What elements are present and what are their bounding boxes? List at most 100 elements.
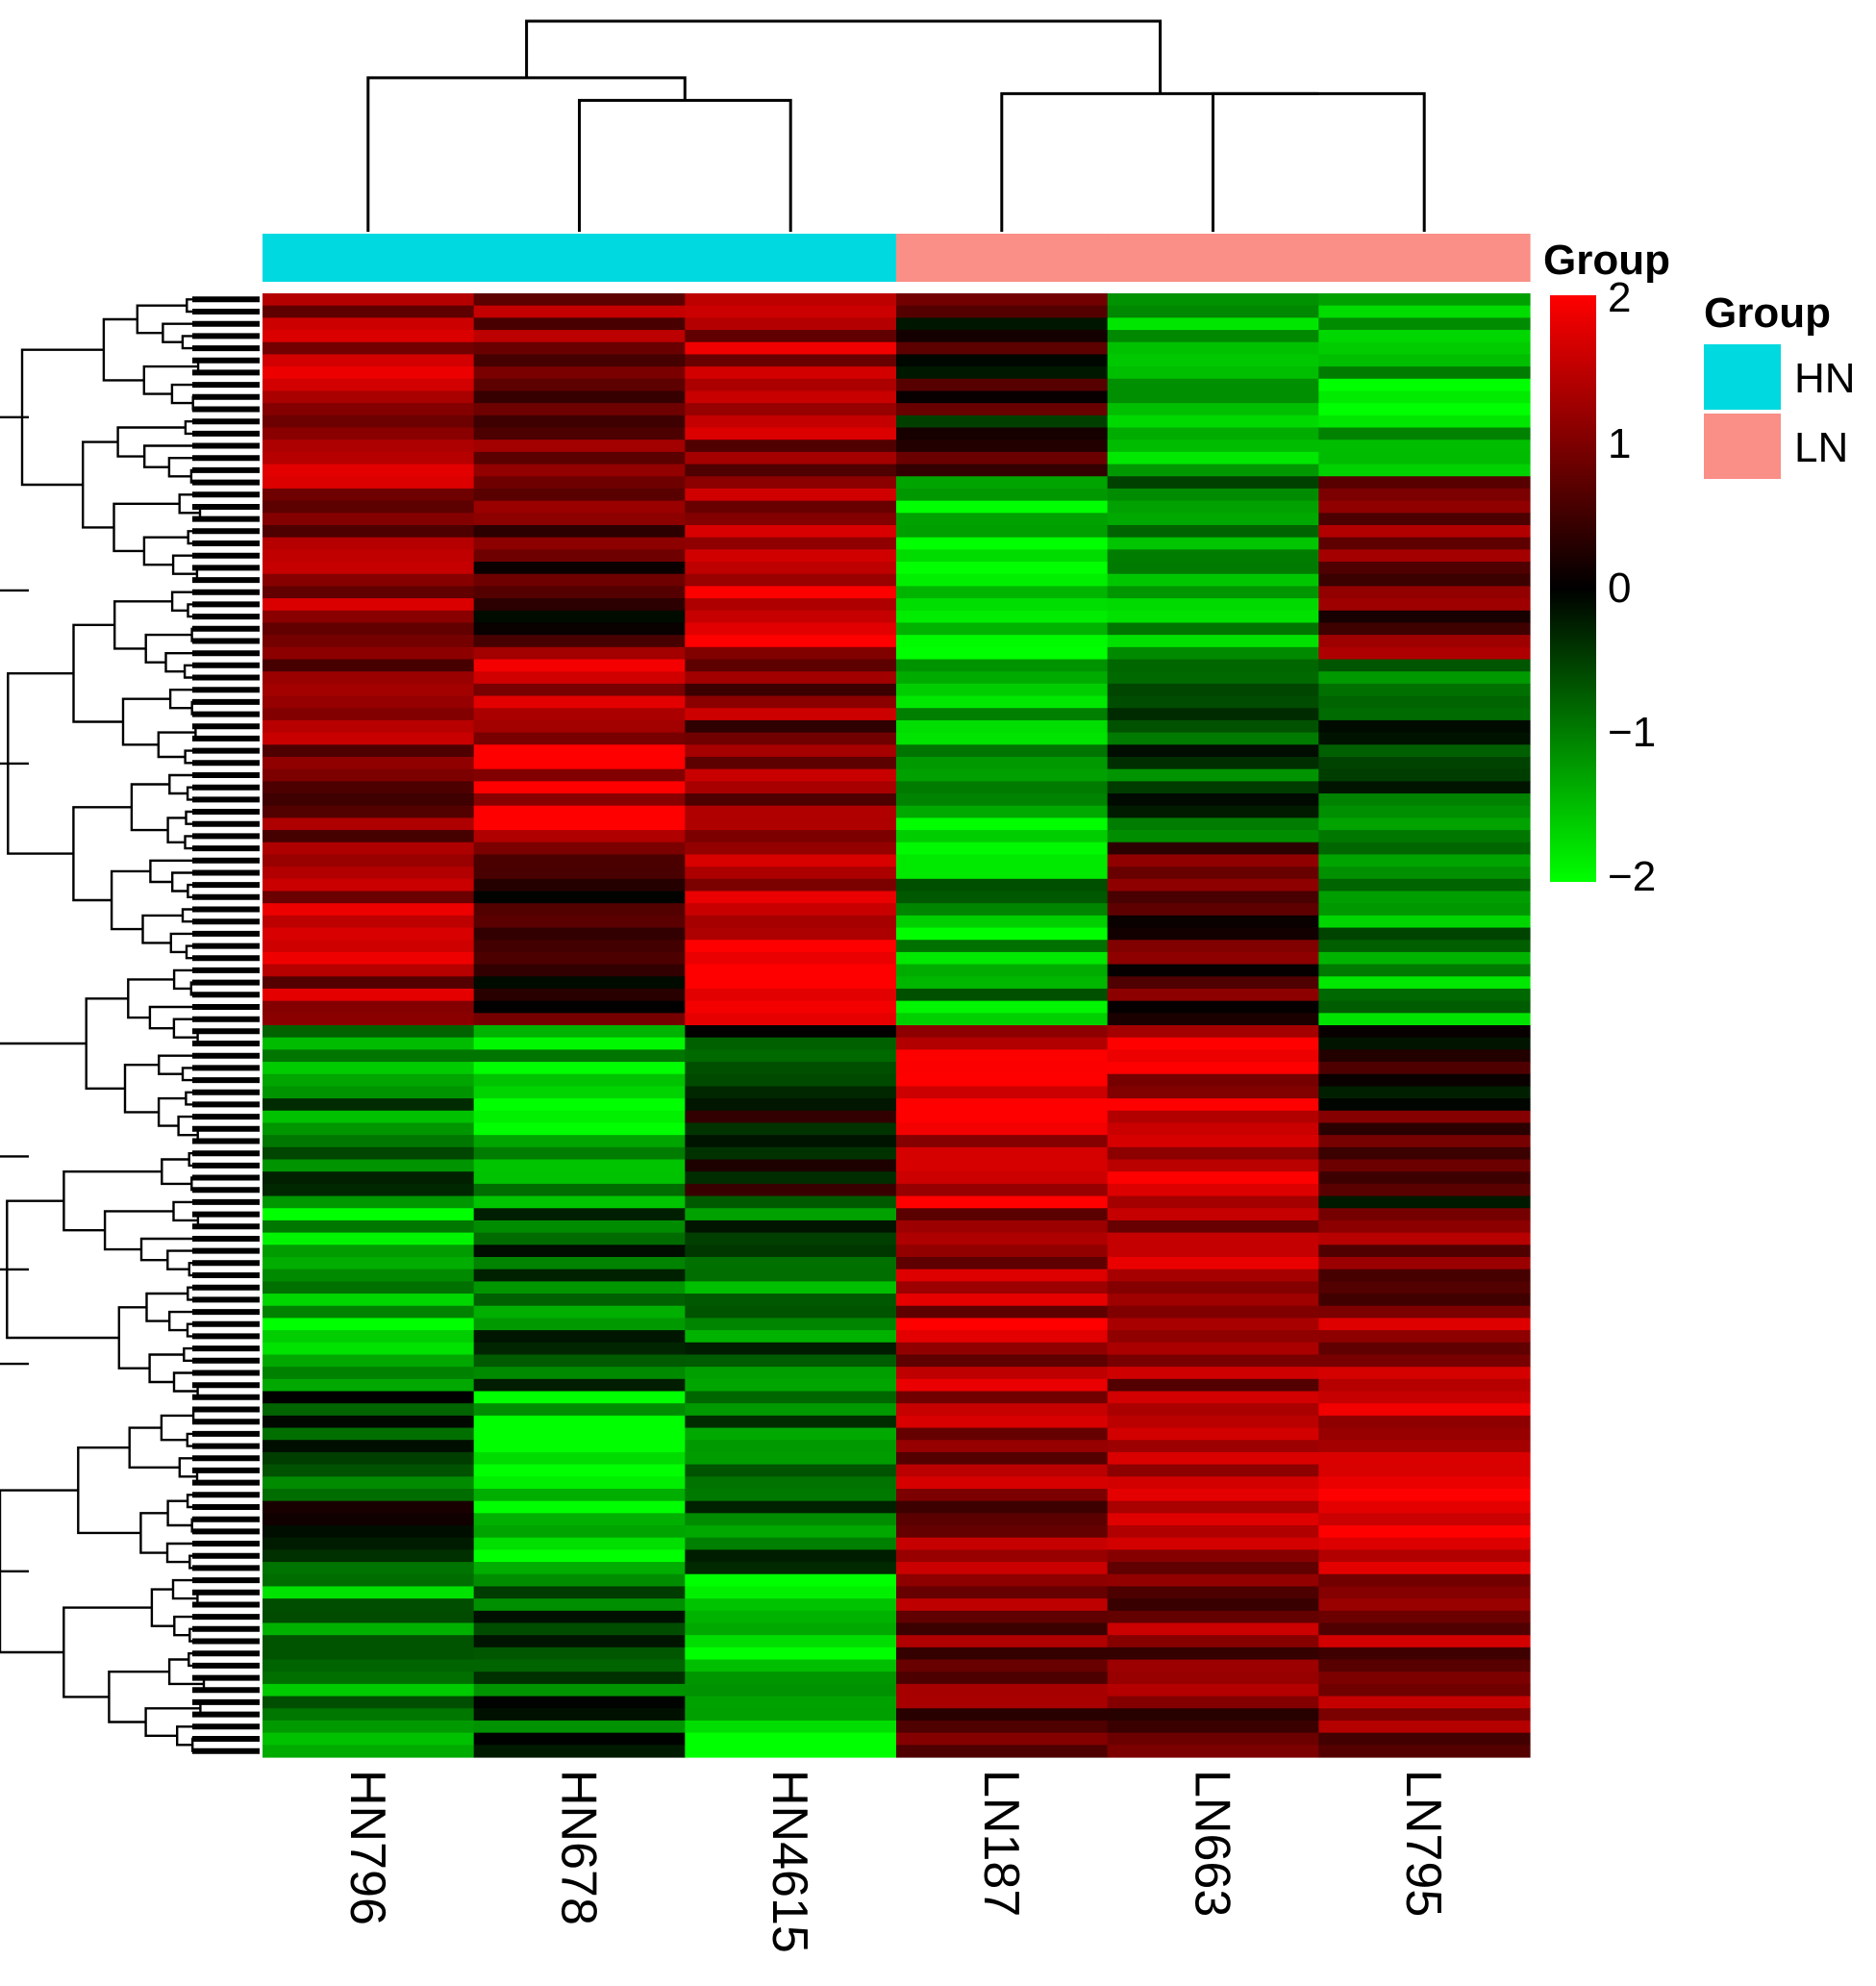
heatmap-cell <box>1318 524 1531 539</box>
heatmap-cell <box>896 317 1109 331</box>
dendrogram-branch <box>127 978 175 1019</box>
dendrogram-branch <box>578 98 792 232</box>
heatmap-cell <box>263 1146 475 1161</box>
group-legend: Group HN LN <box>1704 289 1856 479</box>
heatmap-cell <box>896 964 1109 977</box>
heatmap-cell <box>685 903 897 917</box>
heatmap-cell <box>263 1488 475 1502</box>
heatmap-cell <box>473 940 686 953</box>
heatmap-cell <box>263 1208 475 1221</box>
heatmap-cell <box>473 513 686 526</box>
heatmap-cell <box>473 1135 686 1148</box>
heatmap-cell <box>473 390 686 404</box>
heatmap-cell <box>685 1305 897 1319</box>
heatmap-cell <box>263 1110 475 1124</box>
dendrogram-branch <box>141 914 183 944</box>
heatmap-cell <box>896 1256 1109 1270</box>
heatmap-cell <box>1318 1232 1531 1245</box>
heatmap-cell <box>263 1549 475 1563</box>
heatmap-cell <box>685 354 897 367</box>
heatmap-cell <box>473 440 686 453</box>
heatmap-cell <box>263 1281 475 1295</box>
heatmap-cell <box>263 513 475 526</box>
heatmap-cell <box>1107 1525 1319 1539</box>
heatmap-cell <box>473 951 686 966</box>
heatmap-cell <box>1318 378 1531 392</box>
heatmap-cell <box>896 1367 1109 1380</box>
heatmap-cell <box>1107 1086 1319 1099</box>
heatmap-cell <box>1107 1281 1319 1295</box>
heatmap-cell <box>896 500 1109 514</box>
heatmap-cell <box>685 1586 897 1599</box>
heatmap-cell <box>896 1672 1109 1685</box>
heatmap-cell <box>473 464 686 477</box>
heatmap-cell <box>896 1062 1109 1075</box>
heatmap-cell <box>1107 1403 1319 1417</box>
heatmap-cell <box>896 1683 1109 1697</box>
heatmap-cell <box>896 1025 1109 1039</box>
heatmap-cell <box>685 793 897 807</box>
heatmap-cell <box>263 1013 475 1026</box>
heatmap-cell <box>896 1525 1109 1539</box>
heatmap-cell <box>685 1659 897 1672</box>
heatmap-cell <box>1107 1135 1319 1148</box>
heatmap-cell <box>263 781 475 794</box>
heatmap-cell <box>263 427 475 440</box>
heatmap-cell <box>685 366 897 380</box>
heatmap-cell <box>473 1403 686 1417</box>
heatmap-cell <box>896 1708 1109 1722</box>
heatmap-cell <box>473 1562 686 1575</box>
heatmap-cell <box>263 768 475 782</box>
heatmap-cell <box>896 524 1109 539</box>
heatmap-cell <box>896 1562 1109 1575</box>
heatmap-cell <box>1107 1318 1319 1331</box>
heatmap-cell <box>896 464 1109 477</box>
heatmap-cell <box>1107 524 1319 539</box>
heatmap-cell <box>685 1647 897 1661</box>
heatmap-cell <box>896 1086 1109 1099</box>
heatmap-cell <box>1318 500 1531 514</box>
heatmap-cell <box>896 695 1109 709</box>
heatmap-cell <box>1318 708 1531 721</box>
heatmap-cell <box>1318 1537 1531 1550</box>
heatmap-cell <box>896 1183 1109 1197</box>
heatmap-cell <box>685 403 897 416</box>
heatmap-cell <box>685 1086 897 1099</box>
heatmap-cell <box>896 1354 1109 1368</box>
heatmap-cell <box>1107 671 1319 685</box>
heatmap-cell <box>473 867 686 880</box>
heatmap-cell <box>685 451 897 465</box>
heatmap-cell <box>1318 1745 1531 1758</box>
heatmap-cell <box>1318 927 1531 941</box>
heatmap-cell <box>1107 305 1319 318</box>
heatmap-cell <box>263 1232 475 1245</box>
heatmap-cell <box>1318 1037 1531 1050</box>
heatmap-cell <box>263 305 475 318</box>
heatmap-cell <box>1318 659 1531 672</box>
heatmap-cell <box>473 1476 686 1490</box>
heatmap-cell <box>263 1305 475 1319</box>
color-scale-bar <box>1550 295 1596 882</box>
heatmap-cell <box>685 317 897 331</box>
heatmap-cell <box>1107 1391 1319 1404</box>
heatmap-cell <box>685 1146 897 1161</box>
dendrogram-branch <box>150 1588 175 1627</box>
heatmap-cell <box>1318 451 1531 465</box>
heatmap-cell <box>473 1281 686 1295</box>
heatmap-cell <box>473 1062 686 1075</box>
heatmap-cell <box>1318 1464 1531 1477</box>
heatmap-cell <box>896 1635 1109 1648</box>
heatmap-cell <box>896 1013 1109 1026</box>
heatmap-cell <box>473 1573 686 1588</box>
dendrogram-branch <box>160 1414 194 1442</box>
heatmap-cell <box>896 1622 1109 1636</box>
heatmap-cell <box>1107 1062 1319 1075</box>
heatmap-cell <box>1318 549 1531 563</box>
heatmap-cell <box>263 1183 475 1197</box>
heatmap-cell <box>896 1513 1109 1526</box>
heatmap-cell <box>685 1476 897 1490</box>
heatmap-cell <box>896 1647 1109 1661</box>
heatmap-cell <box>896 1573 1109 1588</box>
heatmap-cells <box>263 293 1531 1758</box>
heatmap-cell <box>1107 1195 1319 1209</box>
